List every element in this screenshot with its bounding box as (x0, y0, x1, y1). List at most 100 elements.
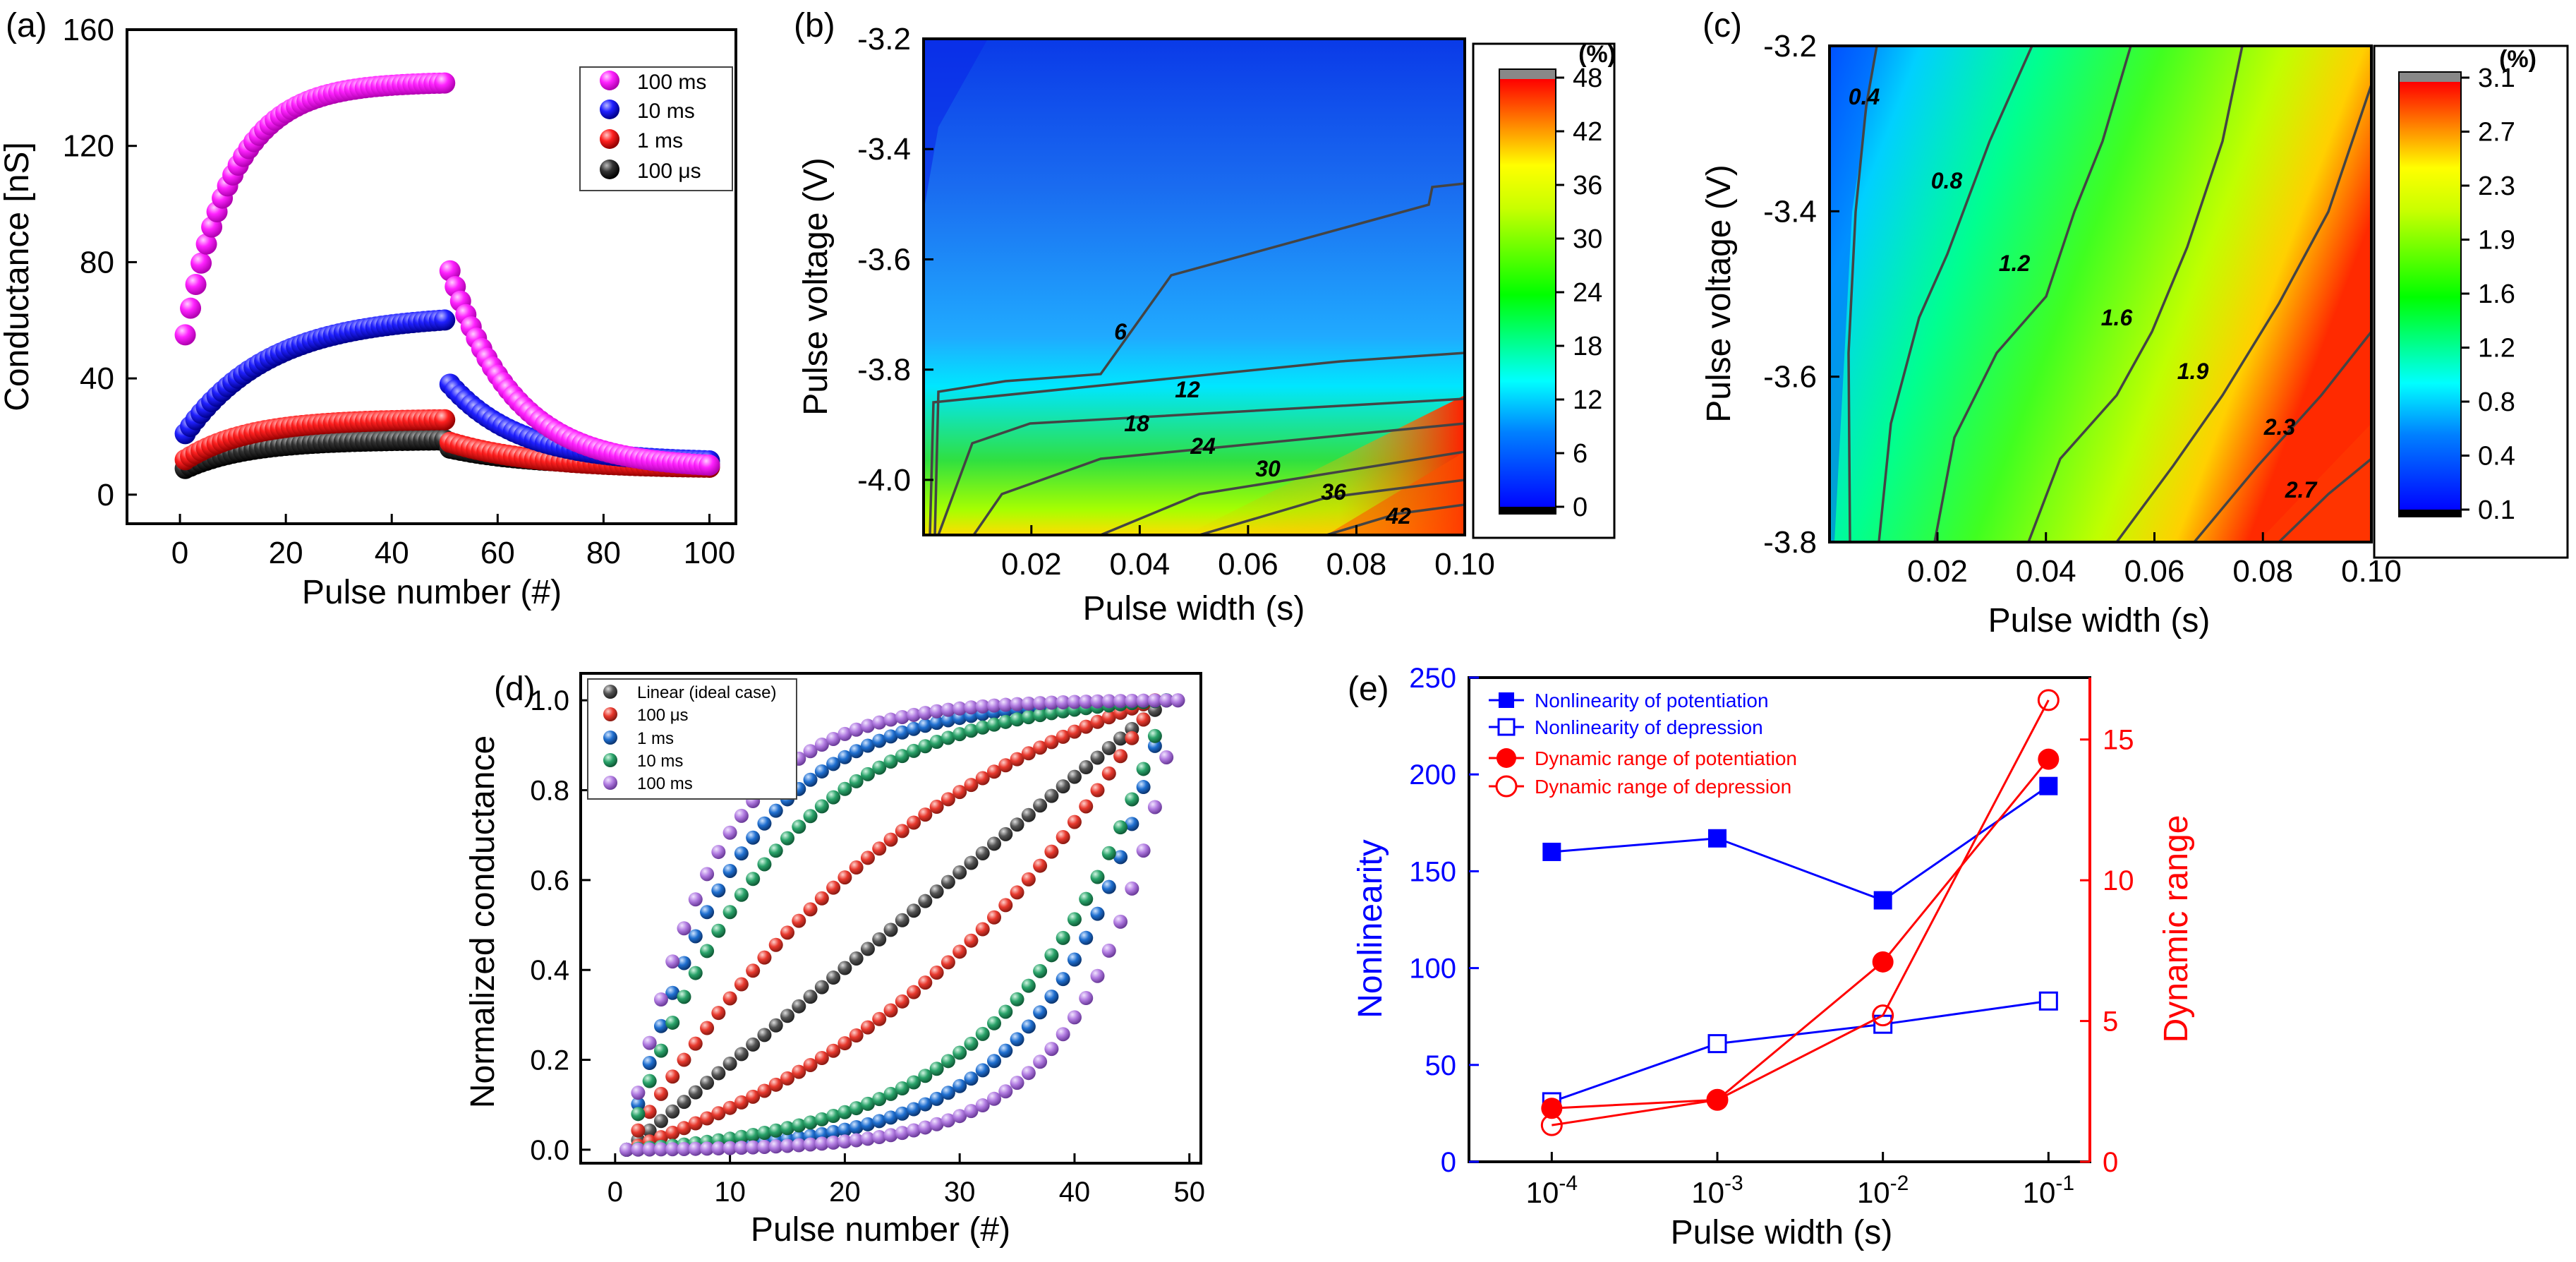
data-point-d (780, 1121, 794, 1136)
colorbar-underflow-b (1499, 507, 1556, 514)
y-tick-label-a: 120 (63, 129, 114, 164)
data-point-d (700, 944, 715, 958)
data-point-d (907, 903, 921, 918)
data-point-d (814, 980, 829, 994)
data-point-d (837, 1122, 852, 1137)
data-point-d (677, 1141, 691, 1156)
y-tick-label-e: 100 (1409, 954, 1456, 985)
data-point-d (1090, 968, 1105, 983)
marker-nl-dep (2038, 991, 2058, 1011)
data-point-d (1136, 843, 1151, 858)
data-point-d (711, 883, 726, 898)
contour-label-12: 12 (1175, 377, 1200, 402)
data-point-d (746, 830, 761, 845)
colorbar-tick-label: 0.8 (2478, 387, 2515, 417)
data-point-d (918, 894, 933, 908)
panel-e: (e) 10-4 10-3 10-2 10-105010015020025005101… (1348, 663, 2195, 1251)
x-tick-label: 0.04 (1110, 547, 1171, 582)
data-point-d (1044, 695, 1059, 710)
y-tick-label-e: 150 (1409, 856, 1456, 887)
data-point-d (803, 1115, 818, 1130)
x-tick-label: 0.02 (1001, 547, 1062, 582)
data-point-d (803, 744, 818, 759)
colorbar-tick-label: 0.4 (2478, 442, 2515, 471)
legend-label-d-100us: 100 μs (637, 706, 689, 725)
data-point-d (883, 1110, 898, 1125)
y-axis-label-c: Pulse voltage (V) (1700, 164, 1738, 423)
data-point-d (1079, 930, 1094, 945)
data-point-d (803, 1137, 818, 1152)
data-point-d (803, 809, 818, 824)
contour-fill-b (924, 39, 1465, 535)
data-point-a (174, 324, 196, 346)
legend-box-d (587, 678, 797, 800)
data-point-d (711, 1141, 726, 1156)
colorbar-tick-label: 2.7 (2478, 118, 2515, 148)
data-point-d (642, 1105, 657, 1119)
data-point-d (1044, 1042, 1059, 1057)
axis-ticks-b: 0.02 0.04 0.06 0.08 0.10 -3.2 -3.4 -3.6 -3.8 -4.0 (857, 22, 1495, 582)
contour-region-low-c (1830, 46, 1877, 542)
data-point-d (1021, 872, 1036, 887)
y-tick-label-a: 0 (97, 478, 114, 512)
data-point-d (677, 1121, 691, 1136)
data-point-d (941, 1113, 955, 1128)
colorbar-tick-label: 18 (1573, 332, 1602, 361)
data-point-d (964, 723, 979, 738)
data-point-d (814, 764, 829, 779)
data-point-d (1125, 881, 1139, 896)
y-tick-label: -3.6 (857, 242, 911, 277)
data-point-d (987, 1054, 1001, 1069)
data-point-d (711, 845, 726, 860)
legend-label-100ms: 100 ms (637, 71, 706, 94)
data-point-a (434, 309, 456, 331)
data-point-d (734, 1047, 749, 1062)
data-point-d (619, 1142, 634, 1157)
data-point-d (998, 1043, 1013, 1058)
data-point-a (434, 72, 456, 94)
data-point-d (1125, 817, 1139, 831)
data-point-d (849, 1119, 864, 1134)
data-point-d (883, 923, 898, 937)
x-tick-label-e: 10-1 (2023, 1172, 2074, 1209)
data-point-d (895, 913, 909, 927)
data-point-d (642, 1035, 657, 1050)
data-point-d (895, 709, 909, 724)
data-point-d (1010, 1076, 1024, 1090)
data-point-d (677, 990, 691, 1004)
data-point-a (699, 455, 720, 476)
data-point-d (987, 698, 1001, 713)
x-tick-label-d: 30 (944, 1177, 976, 1208)
contour-label-1.2: 1.2 (1999, 251, 2031, 276)
data-point-d (631, 1123, 646, 1138)
data-point-d (677, 956, 691, 970)
legend-marker-100us (600, 160, 619, 179)
panel-label-c: (c) (1703, 7, 1742, 44)
data-point-d (907, 707, 921, 722)
data-point-d (929, 884, 944, 899)
data-point-d (883, 712, 898, 727)
data-point-d (964, 855, 979, 870)
data-point-d (837, 1036, 852, 1051)
data-point-d (1010, 752, 1024, 767)
data-point-d (1101, 694, 1116, 709)
y-tick-label: -3.8 (1763, 525, 1817, 560)
legend-item-nl-dep: Nonlinearity of depression (1489, 716, 1763, 738)
x-tick-label: 0.02 (1907, 554, 1968, 589)
data-point-d (998, 827, 1013, 841)
data-point-d (1021, 807, 1036, 822)
data-point-d (1171, 693, 1185, 708)
data-point-d (677, 1052, 691, 1067)
y-tick-label-d: 1.0 (530, 685, 569, 716)
colorbar-tick-label: 6 (1573, 439, 1588, 469)
data-point-d (1067, 1010, 1082, 1025)
data-point-d (837, 750, 852, 764)
data-point-d (1090, 870, 1105, 884)
data-point-d (964, 700, 979, 715)
data-point-d (665, 985, 680, 1000)
colorbar-gradient-c (2399, 82, 2461, 512)
legend-marker-100ms (600, 71, 619, 90)
data-point-d (768, 1018, 783, 1033)
x-axis-label-b: Pulse width (s) (1083, 590, 1305, 627)
data-point-d (929, 704, 944, 719)
